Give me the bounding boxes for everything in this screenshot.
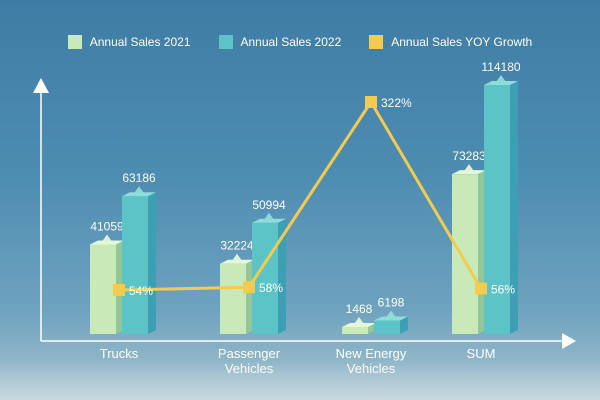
y-axis — [33, 78, 49, 341]
growth-label-passenger-vehicles: 58% — [259, 281, 283, 295]
growth-label-new-energy-vehicles: 322% — [381, 96, 412, 110]
legend-swatch-sales-2022 — [218, 35, 233, 49]
x-axis-arrow-icon — [562, 333, 576, 349]
bar-sales-2021-sum-front — [452, 174, 478, 334]
growth-point-new-energy-vehicles — [365, 96, 377, 108]
legend-swatch-sales-2021 — [67, 35, 82, 49]
bar-sales-2021-passenger-vehicles-cap — [232, 253, 242, 261]
legend-label-yoy-growth: Annual Sales YOY Growth — [391, 35, 533, 49]
bar-sales-2021-sum-cap — [464, 164, 474, 172]
growth-line-layer: 54% 58% 322% 56% — [113, 96, 515, 298]
bar-sales-2022-new-energy-vehicles — [374, 310, 408, 334]
category-label-trucks-line-1: Trucks — [99, 346, 139, 361]
bar-sales-2021-sum — [452, 164, 486, 334]
legend-item-sales-2022: Annual Sales 2022 — [218, 35, 342, 49]
growth-label-trucks: 54% — [129, 284, 153, 298]
legend-label-sales-2022: Annual Sales 2022 — [240, 35, 342, 49]
growth-line — [118, 100, 483, 292]
bar-sales-2021-new-energy-vehicles-front — [342, 327, 368, 334]
bar-sales-2022-new-energy-vehicles-top — [374, 316, 408, 321]
bar-sales-2022-sum-front — [484, 85, 510, 334]
bar-sales-2022-trucks-side — [148, 192, 156, 334]
data-label-sales-2022-trucks: 63186 — [122, 171, 156, 185]
bar-sales-2021-new-energy-vehicles-cap — [354, 317, 364, 324]
category-label-new-energy-vehicles: New Energy Vehicles — [316, 346, 426, 376]
bars-layer: 41059 32224 1468 73283 63186 50994 6198 114180 — [90, 60, 521, 334]
bar-sales-2021-trucks-top — [90, 240, 124, 245]
data-label-sales-2021-new-energy-vehicles: 1468 — [346, 302, 373, 316]
bar-sales-2022-sum-cap — [496, 75, 506, 82]
category-label-passenger-vehicles-line-1: Passenger — [217, 346, 281, 361]
bar-sales-2021-trucks-cap — [102, 234, 112, 242]
growth-point-passenger-vehicles — [243, 281, 255, 294]
category-label-sum: SUM — [426, 346, 536, 361]
bar-sales-2022-passenger-vehicles-top — [252, 218, 286, 223]
data-label-sales-2022-passenger-vehicles: 50994 — [252, 198, 286, 212]
category-label-new-energy-vehicles-line-2: Vehicles — [346, 361, 396, 376]
bar-sales-2022-passenger-vehicles-side — [278, 218, 286, 334]
bar-sales-2021-new-energy-vehicles — [342, 317, 376, 334]
bar-sales-2022-trucks-front — [122, 196, 148, 334]
legend-label-sales-2021: Annual Sales 2021 — [89, 35, 191, 49]
legend-item-yoy-growth: Annual Sales YOY Growth — [369, 35, 532, 49]
bar-sales-2022-trucks-top — [122, 192, 156, 197]
bar-sales-2021-sum-top — [452, 170, 486, 175]
bar-sales-2021-passenger-vehicles-front — [220, 263, 246, 334]
bar-sales-2021-passenger-vehicles — [220, 253, 254, 334]
data-label-sales-2021-sum: 73283 — [452, 149, 486, 163]
bar-sales-2021-new-energy-vehicles-top — [342, 323, 376, 327]
data-label-sales-2021-trucks: 41059 — [90, 219, 124, 233]
growth-point-trucks — [113, 284, 125, 296]
bar-sales-2022-new-energy-vehicles-side — [400, 316, 408, 334]
bar-sales-2022-trucks-cap — [134, 186, 144, 194]
category-label-passenger-vehicles: Passenger Vehicles — [194, 346, 304, 376]
bar-sales-2022-trucks — [122, 186, 156, 334]
chart-legend: Annual Sales 2021 Annual Sales 2022 Annu… — [0, 32, 600, 52]
legend-item-sales-2021: Annual Sales 2021 — [67, 35, 191, 49]
growth-point-sum — [475, 282, 487, 295]
category-label-sum-line-1: SUM — [466, 346, 496, 361]
bar-sales-2021-passenger-vehicles-top — [220, 259, 254, 264]
bar-sales-2022-new-energy-vehicles-front — [374, 320, 400, 334]
data-label-sales-2022-sum: 114180 — [481, 60, 520, 74]
legend-swatch-yoy-growth — [369, 35, 384, 49]
y-axis-arrow-icon — [33, 78, 49, 93]
bar-sales-2022-new-energy-vehicles-cap — [386, 310, 396, 318]
growth-label-sum: 56% — [491, 283, 515, 297]
category-label-passenger-vehicles-line-2: Vehicles — [224, 361, 274, 376]
data-label-sales-2021-passenger-vehicles: 32224 — [220, 239, 254, 253]
bar-sales-2022-passenger-vehicles-cap — [264, 212, 274, 220]
x-axis — [41, 333, 576, 349]
category-label-new-energy-vehicles-line-1: New Energy — [335, 346, 407, 361]
category-label-trucks: Trucks — [64, 346, 174, 361]
bar-sales-2022-sum-top — [484, 81, 518, 85]
bar-sales-2022-sum — [484, 75, 518, 334]
bar-sales-2021-trucks-front — [90, 244, 116, 334]
data-label-sales-2022-new-energy-vehicles: 6198 — [378, 295, 405, 309]
bar-sales-2022-sum-side — [510, 81, 518, 334]
